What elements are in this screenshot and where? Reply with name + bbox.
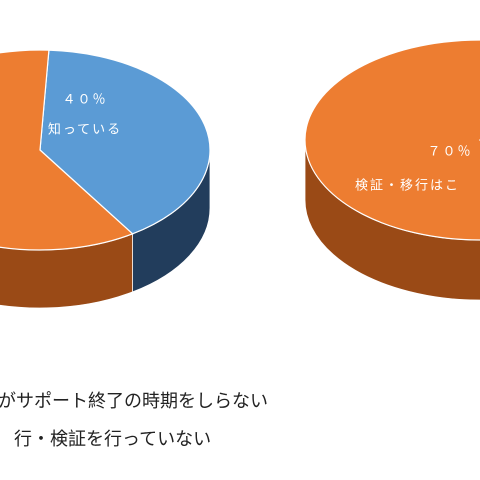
data-label: ７０％ <box>427 145 472 160</box>
legend-label: がサポート終了の時期をしらない <box>0 391 268 412</box>
slice-label: 検証・移行はこ <box>355 179 460 194</box>
pie-slice <box>0 49 134 251</box>
pie-slice <box>304 39 480 241</box>
legend-label: 行・検証を行っていない <box>14 429 211 450</box>
slice-label: 知っている <box>48 122 122 138</box>
data-label: ４０％ <box>62 93 107 108</box>
